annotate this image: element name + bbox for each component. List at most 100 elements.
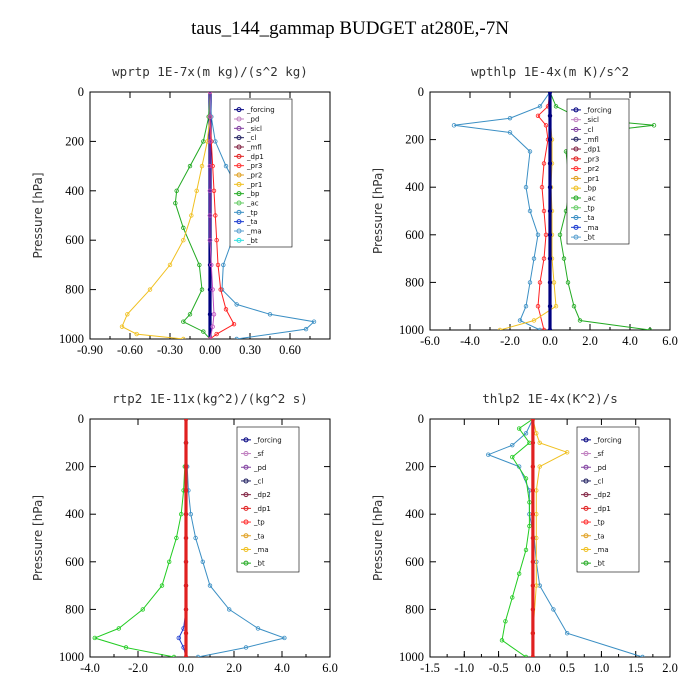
x-tick-label: -4.0 [460, 334, 480, 348]
data-point [535, 304, 541, 309]
data-point [303, 326, 309, 332]
data-point [537, 327, 543, 330]
data-point [311, 319, 317, 324]
y-axis-label: Pressure [hPa] [371, 495, 385, 581]
plot-area [486, 419, 645, 657]
data-point [565, 280, 571, 285]
data-point [530, 583, 536, 588]
figure-title: taus_144_gammap BUDGET at280E,-7N [191, 18, 509, 39]
x-tick-label: -1.5 [420, 661, 440, 675]
data-point [541, 327, 547, 330]
legend-marker [583, 533, 589, 539]
legend-label: _ta [583, 214, 595, 222]
data-point [647, 327, 653, 330]
legend-marker [236, 191, 242, 197]
y-tick-label: 400 [65, 507, 84, 521]
data-point [207, 287, 213, 292]
data-point [523, 304, 529, 309]
legend-marker [573, 234, 579, 240]
data-point [213, 213, 218, 218]
legend-label: _bp [246, 190, 260, 198]
y-tick-label: 200 [405, 133, 424, 147]
y-tick-label: 800 [405, 275, 424, 289]
data-point [207, 336, 213, 339]
data-point [503, 619, 508, 624]
data-point [214, 237, 219, 243]
legend-label: _pr1 [246, 181, 262, 189]
data-point [199, 287, 205, 292]
data-point [530, 464, 536, 469]
x-tick-label: 2.0 [582, 334, 598, 348]
legend-label: _dp2 [593, 491, 611, 499]
legend-label: _mfl [583, 136, 599, 144]
legend-marker [236, 144, 242, 150]
y-tick-label: 800 [65, 283, 84, 297]
legend-label: _tp [583, 204, 595, 212]
series-line-dp1 [93, 419, 187, 657]
chart-panel-4: thlp2 1E-4x(K^2)/s Pressure [hPa] -1.5 -1.0… [371, 391, 678, 675]
legend-marker [573, 126, 579, 132]
data-point [243, 645, 249, 650]
data-point [166, 559, 172, 564]
y-tick-label: 800 [405, 602, 424, 616]
data-point [510, 595, 515, 600]
legend-marker [236, 135, 242, 141]
y-tick-label: 1000 [399, 323, 424, 337]
data-point [539, 184, 545, 190]
x-tick-label: 6.0 [322, 661, 338, 675]
legend-marker [243, 464, 249, 470]
legend-marker [573, 224, 579, 230]
legend-marker [573, 195, 579, 201]
x-tick-label: 0.60 [279, 343, 301, 357]
data-point [561, 256, 567, 261]
y-tick-label: 600 [405, 228, 424, 242]
data-point [187, 312, 193, 317]
legend-marker [236, 219, 242, 225]
plot-area [451, 92, 657, 330]
data-point [267, 312, 273, 317]
plot-area [119, 92, 317, 339]
legend-label: _bt [583, 234, 595, 242]
legend-label: _pr2 [583, 165, 599, 173]
x-tick-label: -0.5 [489, 661, 509, 675]
data-point [195, 654, 201, 657]
x-tick-label: 0.0 [178, 661, 194, 675]
data-point [193, 535, 198, 541]
x-tick-label: 1.5 [628, 661, 644, 675]
legend-label: _forcing [583, 106, 612, 114]
series-line-cl [532, 419, 569, 657]
plot-area [92, 419, 287, 657]
data-point [183, 419, 189, 422]
data-point [507, 115, 513, 121]
legend-label: _dp1 [593, 505, 611, 513]
data-point [200, 559, 205, 564]
legend-box [566, 98, 630, 245]
data-point [553, 304, 559, 309]
legend-marker [243, 437, 249, 443]
data-point [551, 607, 556, 612]
data-point [510, 454, 515, 460]
data-point [527, 149, 533, 154]
legend-marker [583, 560, 589, 566]
data-point [123, 645, 129, 650]
data-point [231, 321, 237, 327]
legend-label: _pd [246, 116, 259, 124]
data-point [201, 329, 206, 334]
legend-label: _ma [593, 546, 609, 554]
legend-label: _dp2 [253, 491, 271, 499]
y-tick-label: 0 [418, 412, 424, 426]
data-point [159, 583, 165, 588]
data-point [234, 336, 239, 339]
y-tick-label: 200 [405, 460, 424, 474]
legend-marker [236, 200, 242, 206]
x-tick-label: 0.00 [199, 343, 221, 357]
data-point [523, 431, 529, 436]
data-point [507, 130, 513, 135]
y-axis-label: Pressure [hPa] [371, 168, 385, 254]
data-point [537, 440, 542, 445]
x-tick-label: -2.0 [500, 334, 520, 348]
x-tick-label: 6.0 [662, 334, 678, 348]
y-tick-label: 0 [78, 85, 84, 99]
x-tick-label: 0.0 [525, 661, 541, 675]
data-point [499, 638, 505, 643]
